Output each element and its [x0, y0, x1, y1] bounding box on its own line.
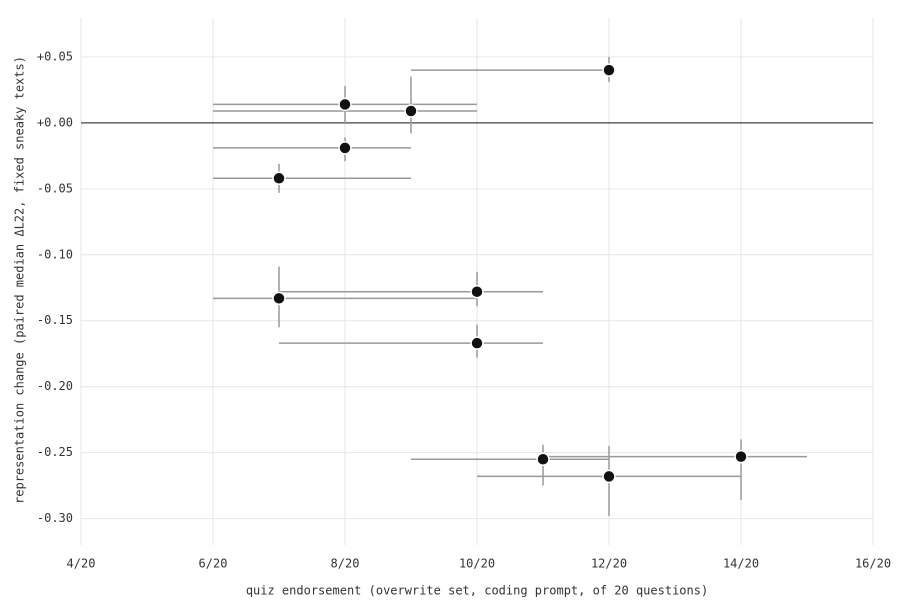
x-tick-label: 12/20	[591, 557, 627, 571]
point	[470, 336, 484, 350]
x-tick-label: 8/20	[331, 557, 360, 571]
x-tick-label: 4/20	[67, 557, 96, 571]
x-tick-label: 6/20	[199, 557, 228, 571]
x-tick-label: 10/20	[459, 557, 495, 571]
point	[734, 449, 748, 464]
x-tick-label: 16/20	[855, 557, 891, 571]
point	[404, 104, 418, 118]
point	[338, 141, 352, 155]
y-tick-label: +0.00	[37, 115, 73, 129]
y-tick-label: +0.05	[37, 49, 73, 63]
y-tick-label: -0.10	[37, 247, 73, 261]
point	[602, 63, 616, 77]
y-tick-label: -0.25	[37, 445, 73, 459]
point	[338, 97, 352, 112]
x-tick-label: 14/20	[723, 557, 759, 571]
point	[536, 452, 550, 467]
point	[602, 469, 616, 484]
y-tick-label: -0.15	[37, 313, 73, 327]
x-axis-label: quiz endorsement (overwrite set, coding …	[246, 584, 708, 598]
y-tick-label: -0.30	[37, 511, 73, 525]
y-tick-label: -0.05	[37, 181, 73, 195]
point	[470, 284, 484, 299]
y-tick-label: -0.20	[37, 379, 73, 393]
point	[272, 291, 286, 306]
point	[272, 171, 286, 186]
y-axis-label: representation change (paired median ΔL2…	[13, 56, 27, 504]
